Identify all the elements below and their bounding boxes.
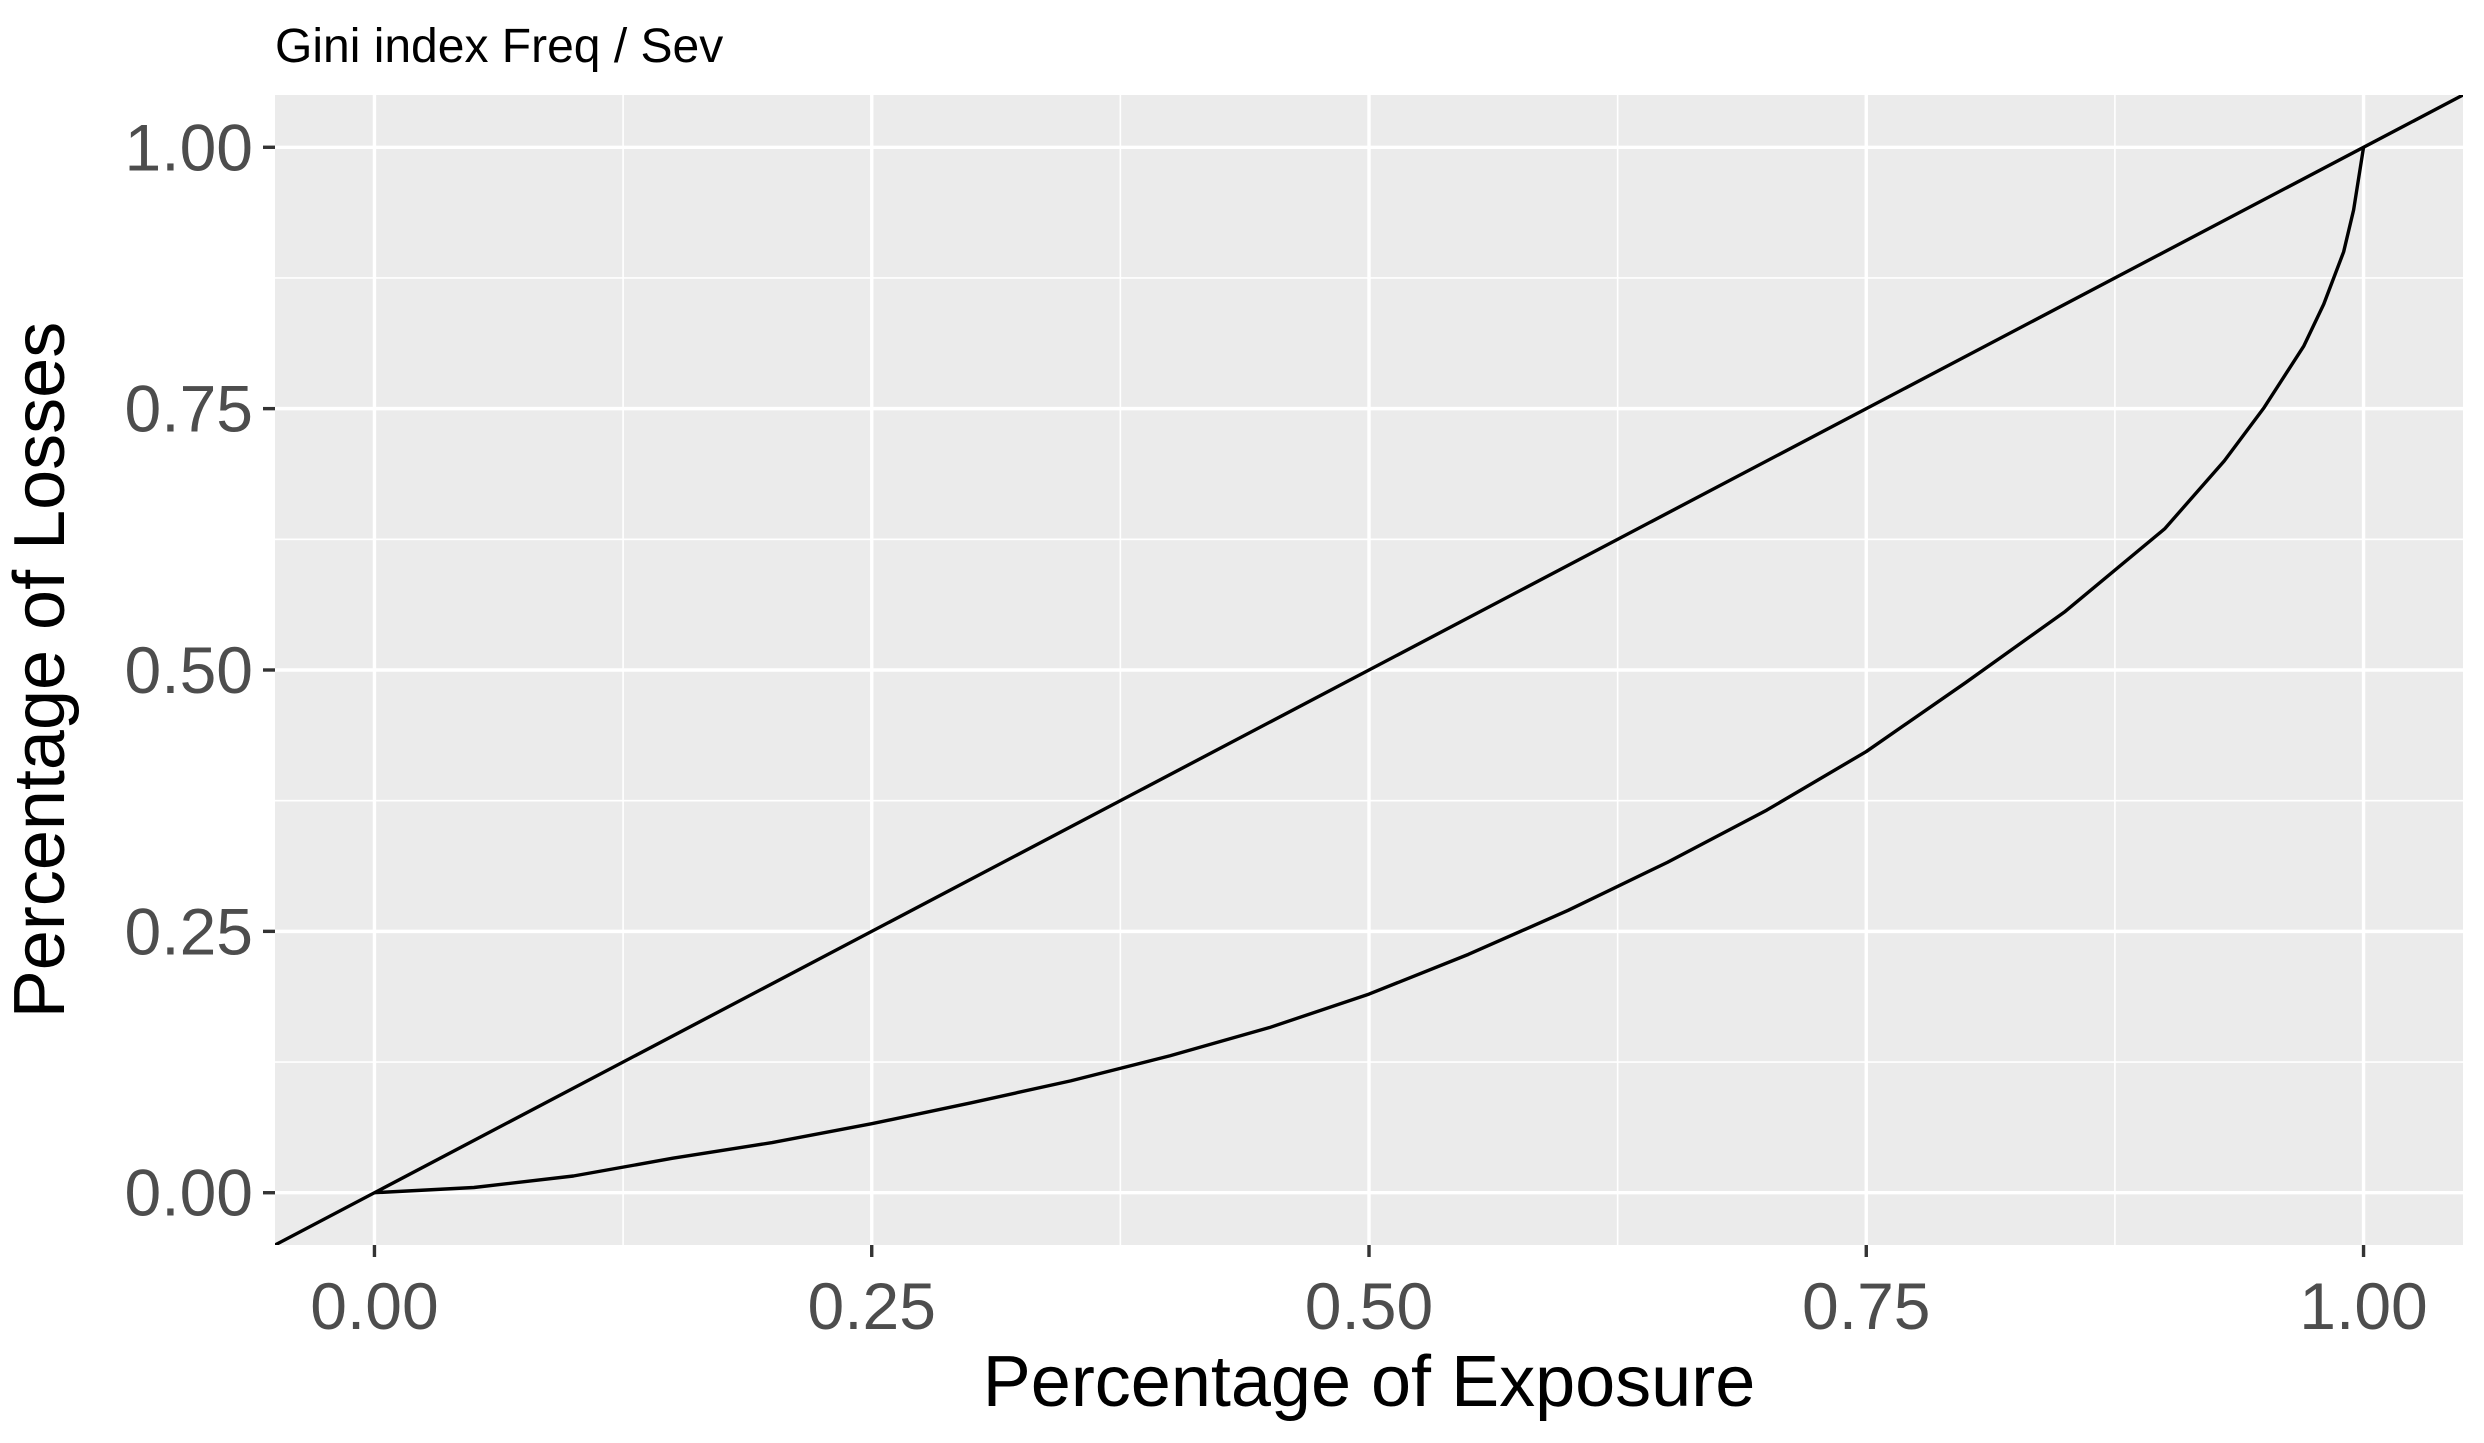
reference-line [275,95,2463,1245]
lorenz-curve [374,147,2366,1195]
y-tick-label: 0.75 [125,372,253,446]
series-layer [275,95,2463,1245]
x-tick-label: 1.00 [2299,1269,2427,1343]
x-tick-label: 0.50 [1305,1269,1433,1343]
y-axis-title: Percentage of Losses [0,322,80,1018]
y-tick-label: 0.00 [125,1156,253,1230]
x-tick-label: 0.75 [1802,1269,1930,1343]
y-tick-label: 0.25 [125,894,253,968]
y-tick-label: 0.50 [125,633,253,707]
x-tick-label: 0.25 [807,1269,935,1343]
x-axis-title: Percentage of Exposure [983,1342,1756,1422]
x-axis: 0.00 0.25 0.50 0.75 1.00 [310,1245,2428,1343]
y-tick-label: 1.00 [125,110,253,184]
x-tick-label: 0.00 [310,1269,438,1343]
y-axis: 0.00 0.25 0.50 0.75 1.00 [125,110,275,1230]
chart-title: Gini index Freq / Sev [275,20,723,73]
